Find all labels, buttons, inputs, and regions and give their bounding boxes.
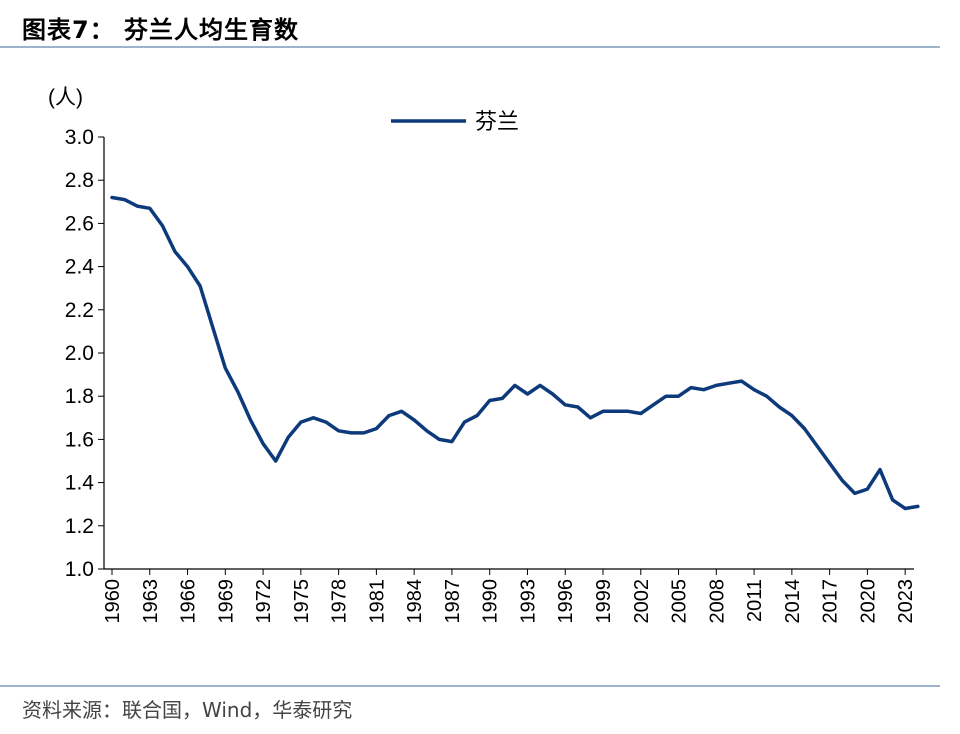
x-tick-label: 1996	[555, 579, 577, 624]
x-tick-label: 2017	[820, 579, 842, 624]
y-axis-ticks: 1.0 1.2 1.4 1.6 1.8 2.0 2.2 2.4 2.6 2.8 3.0	[65, 126, 104, 581]
x-tick-label: 1993	[517, 579, 539, 624]
chart-title: 图表7： 芬兰人均生育数	[22, 16, 300, 44]
y-tick-label: 1.6	[65, 428, 94, 451]
y-tick-label: 2.4	[65, 256, 95, 279]
header-divider	[0, 46, 940, 48]
x-tick-label: 2023	[895, 579, 917, 624]
x-tick-label: 1975	[291, 579, 313, 624]
x-tick-label: 2020	[857, 579, 879, 624]
footer-divider	[0, 685, 940, 687]
x-tick-label: 2014	[782, 579, 804, 624]
x-axis-ticks: 1960 1963 1966 1969 1972 1975 1978 1981 1984 1987…	[102, 569, 917, 624]
x-tick-label: 2011	[744, 579, 766, 622]
y-tick-label: 2.8	[65, 169, 94, 192]
x-tick-label: 1966	[178, 579, 200, 624]
x-tick-label: 1960	[102, 579, 124, 624]
x-tick-label: 2005	[669, 579, 691, 624]
legend-label-finland: 芬兰	[475, 109, 519, 134]
axes	[103, 137, 914, 570]
x-tick-label: 1972	[253, 579, 275, 624]
x-tick-label: 1999	[593, 579, 615, 624]
x-tick-label: 1969	[215, 579, 237, 624]
y-tick-label: 1.0	[65, 558, 94, 581]
x-tick-label: 1990	[480, 579, 502, 624]
x-tick-label: 2008	[706, 579, 728, 624]
x-tick-label: 1987	[442, 579, 464, 624]
y-axis-unit-label: (人)	[48, 86, 83, 109]
x-tick-label: 1963	[140, 579, 162, 624]
y-tick-label: 1.2	[65, 515, 94, 538]
y-tick-label: 1.4	[65, 472, 95, 495]
y-tick-label: 1.8	[65, 385, 94, 408]
y-tick-label: 2.0	[65, 342, 94, 365]
x-tick-label: 1978	[329, 579, 351, 624]
source-note: 资料来源：联合国，Wind，华泰研究	[22, 698, 353, 722]
x-tick-label: 2002	[631, 579, 653, 624]
x-tick-label: 1981	[366, 579, 388, 624]
series-line-finland	[110, 195, 920, 511]
y-tick-label: 2.6	[65, 212, 94, 235]
x-tick-label: 1984	[404, 579, 426, 624]
series-group	[110, 195, 920, 511]
y-tick-label: 2.2	[65, 299, 94, 322]
legend: 芬兰	[391, 109, 519, 134]
y-tick-label: 3.0	[65, 126, 94, 149]
